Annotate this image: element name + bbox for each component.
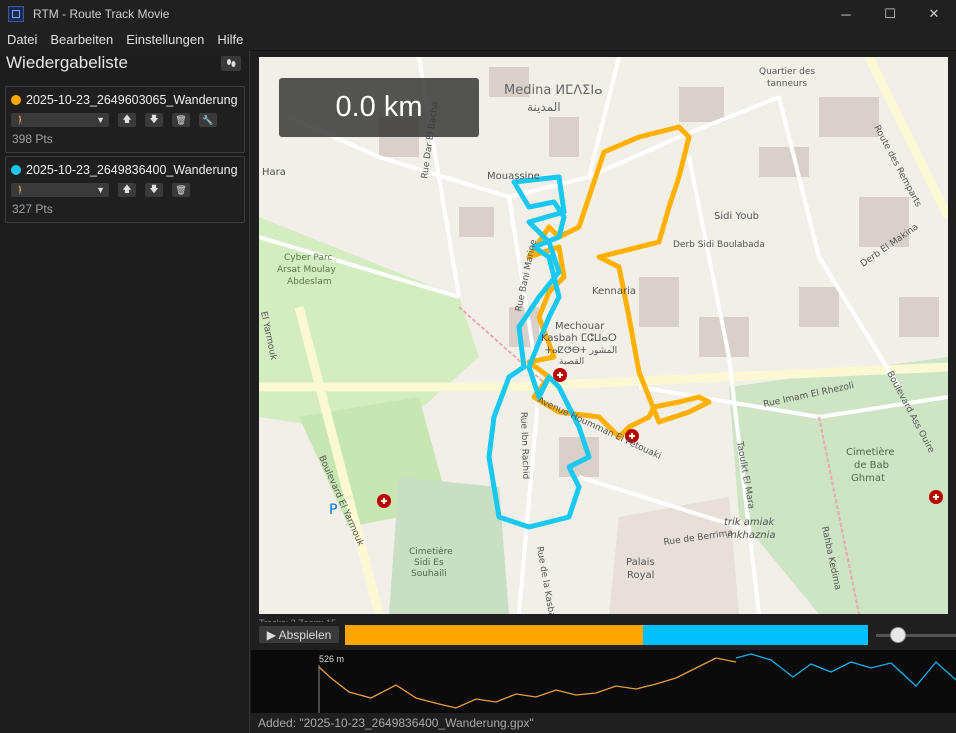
map-label-trik: mkhaznia	[727, 530, 776, 541]
elevation-label: 526 m	[319, 654, 345, 664]
track-card[interactable]: 2025-10-23_2649836400_Wanderung 🚶 ▼ 🡅 🡇 …	[5, 156, 245, 223]
map-view[interactable]: P Medina ⵍⵎⴷⵉⵏⴰ المدينة Mouassine Hara K…	[259, 57, 948, 614]
map-label-cyber-parc: Arsat Moulay	[277, 265, 336, 275]
map-label-sidi-youb: Sidi Youb	[714, 211, 759, 222]
map-label-mechouar: ⵜⴰⵇⵚⴱⵜ المشور	[545, 345, 617, 356]
edit-track-button[interactable]: 🔧	[199, 113, 217, 127]
map-canvas: P Medina ⵍⵎⴷⵉⵏⴰ المدينة Mouassine Hara K…	[259, 57, 948, 614]
map-label-medina-ar: المدينة	[527, 100, 561, 114]
track-progress-bar[interactable]	[345, 625, 868, 645]
trash-icon: 🗑	[175, 184, 187, 195]
map-label-kennaria: Kennaria	[592, 286, 636, 297]
menu-einstellungen[interactable]: Einstellungen	[126, 31, 205, 47]
map-label-cyber-parc: Abdeslam	[287, 277, 332, 287]
map-label-cimetiere-sidi: Cimetière	[409, 546, 453, 557]
elevation-line-orange	[318, 657, 737, 709]
arrow-up-icon: 🡅	[122, 114, 132, 124]
elevation-profile: 526 m	[251, 650, 956, 713]
speed-slider-thumb[interactable]	[890, 627, 906, 643]
map-label-cimetiere-bab: de Bab	[854, 460, 889, 471]
track-name: 2025-10-23_2649836400_Wanderung	[26, 163, 238, 177]
map-label-derb-sidi: Derb Sidi Boulabada	[673, 240, 765, 250]
move-up-button[interactable]: 🡅	[118, 113, 136, 127]
track-mode-select[interactable]: 🚶 ▼	[11, 113, 109, 127]
close-button[interactable]: ✕	[928, 6, 940, 21]
map-label-mouassine: Mouassine	[487, 171, 540, 182]
playback-controls: ▶ Abspielen	[251, 622, 956, 650]
track-points: 398 Pts	[12, 132, 53, 146]
map-label-hara: Hara	[262, 167, 286, 178]
track-card[interactable]: 2025-10-23_2649603065_Wanderung 🚶 ▼ 🡅 🡇 …	[5, 86, 245, 153]
map-label-palais: Palais	[626, 557, 655, 568]
trash-icon: 🗑	[175, 114, 187, 125]
map-label-mechouar: Mechouar	[555, 321, 605, 332]
map-label-quartier: tanneurs	[767, 79, 807, 89]
title-bar: RTM - Route Track Movie ─ ☐ ✕	[0, 0, 956, 28]
progress-segment-orange	[345, 625, 643, 645]
arrow-down-icon: 🡇	[149, 114, 159, 124]
menu-bearbeiten[interactable]: Bearbeiten	[50, 31, 114, 47]
map-label-palais: Royal	[627, 570, 654, 581]
map-label-cimetiere-sidi: Sidi Es	[414, 558, 444, 568]
hospital-icon	[553, 368, 567, 382]
window-controls: ─ ☐ ✕	[824, 0, 956, 28]
move-up-button[interactable]: 🡅	[118, 183, 136, 197]
speed-slider-track[interactable]	[876, 634, 956, 637]
map-label-trik: trik amiak	[724, 517, 776, 528]
menu-bar: Datei Bearbeiten Einstellungen Hilfe	[0, 28, 956, 51]
app-icon	[8, 6, 24, 22]
parking-icon: P	[329, 502, 337, 518]
cemetery-area	[389, 477, 509, 614]
play-button[interactable]: ▶ Abspielen	[259, 626, 339, 643]
move-down-button[interactable]: 🡇	[145, 183, 163, 197]
walking-icon: 🚶	[15, 114, 27, 125]
delete-track-button[interactable]: 🗑	[172, 113, 190, 127]
track-mode-select[interactable]: 🚶 ▼	[11, 183, 109, 197]
map-label-quartier: Quartier des	[759, 67, 815, 77]
menu-hilfe[interactable]: Hilfe	[217, 31, 244, 47]
arrow-up-icon: 🡅	[122, 184, 132, 194]
map-label-medina: Medina ⵍⵎⴷⵉⵏⴰ	[504, 83, 603, 98]
footprints-icon	[227, 59, 236, 67]
progress-segment-blue	[643, 625, 868, 645]
track-line-blue	[486, 174, 592, 530]
hospital-icon	[929, 490, 943, 504]
track-name: 2025-10-23_2649603065_Wanderung	[26, 93, 238, 107]
map-label-rue-ibn-rachid: Rue Ibn Rachid	[518, 412, 530, 480]
hospital-icon	[625, 429, 639, 443]
map-label-cimetiere-sidi: Souhaili	[411, 569, 447, 579]
distance-overlay: 0.0 km	[279, 78, 479, 137]
chevron-down-icon: ▼	[96, 185, 105, 195]
delete-track-button[interactable]: 🗑	[172, 183, 190, 197]
walking-icon: 🚶	[15, 184, 27, 195]
add-track-button[interactable]	[221, 56, 241, 71]
map-label-mechouar: Kasbah ⵎⵛⵡⴰⵔ	[541, 333, 617, 344]
menu-datei[interactable]: Datei	[7, 31, 38, 47]
status-bar: Added: "2025-10-23_2649836400_Wanderung.…	[258, 716, 534, 730]
chevron-down-icon: ▼	[96, 115, 105, 125]
map-label-mechouar: القصبة	[559, 357, 584, 367]
map-info-text: Tracks: 2 Zoom: 15	[259, 618, 337, 623]
map-label-cimetiere-bab: Cimetière	[846, 446, 895, 458]
playlist-title: Wiedergabeliste	[6, 53, 128, 72]
move-down-button[interactable]: 🡇	[145, 113, 163, 127]
window-title: RTM - Route Track Movie	[33, 7, 170, 21]
maximize-button[interactable]: ☐	[884, 6, 896, 21]
playlist-sidebar: Wiedergabeliste 2025-10-23_2649603065_Wa…	[0, 50, 250, 733]
hospital-icon	[377, 494, 391, 508]
cemetery-area	[729, 357, 948, 614]
track-color-dot	[11, 95, 21, 105]
minimize-button[interactable]: ─	[841, 6, 851, 22]
elevation-line-blue	[735, 653, 956, 687]
elevation-chart	[318, 653, 956, 713]
map-label-cimetiere-bab: Ghmat	[851, 473, 885, 484]
pin-icon: 🔧	[202, 114, 214, 125]
palace-area	[609, 497, 739, 614]
track-color-dot	[11, 165, 21, 175]
map-label-cyber-parc: Cyber Parc	[284, 253, 332, 263]
track-points: 327 Pts	[12, 202, 53, 216]
arrow-down-icon: 🡇	[149, 184, 159, 194]
